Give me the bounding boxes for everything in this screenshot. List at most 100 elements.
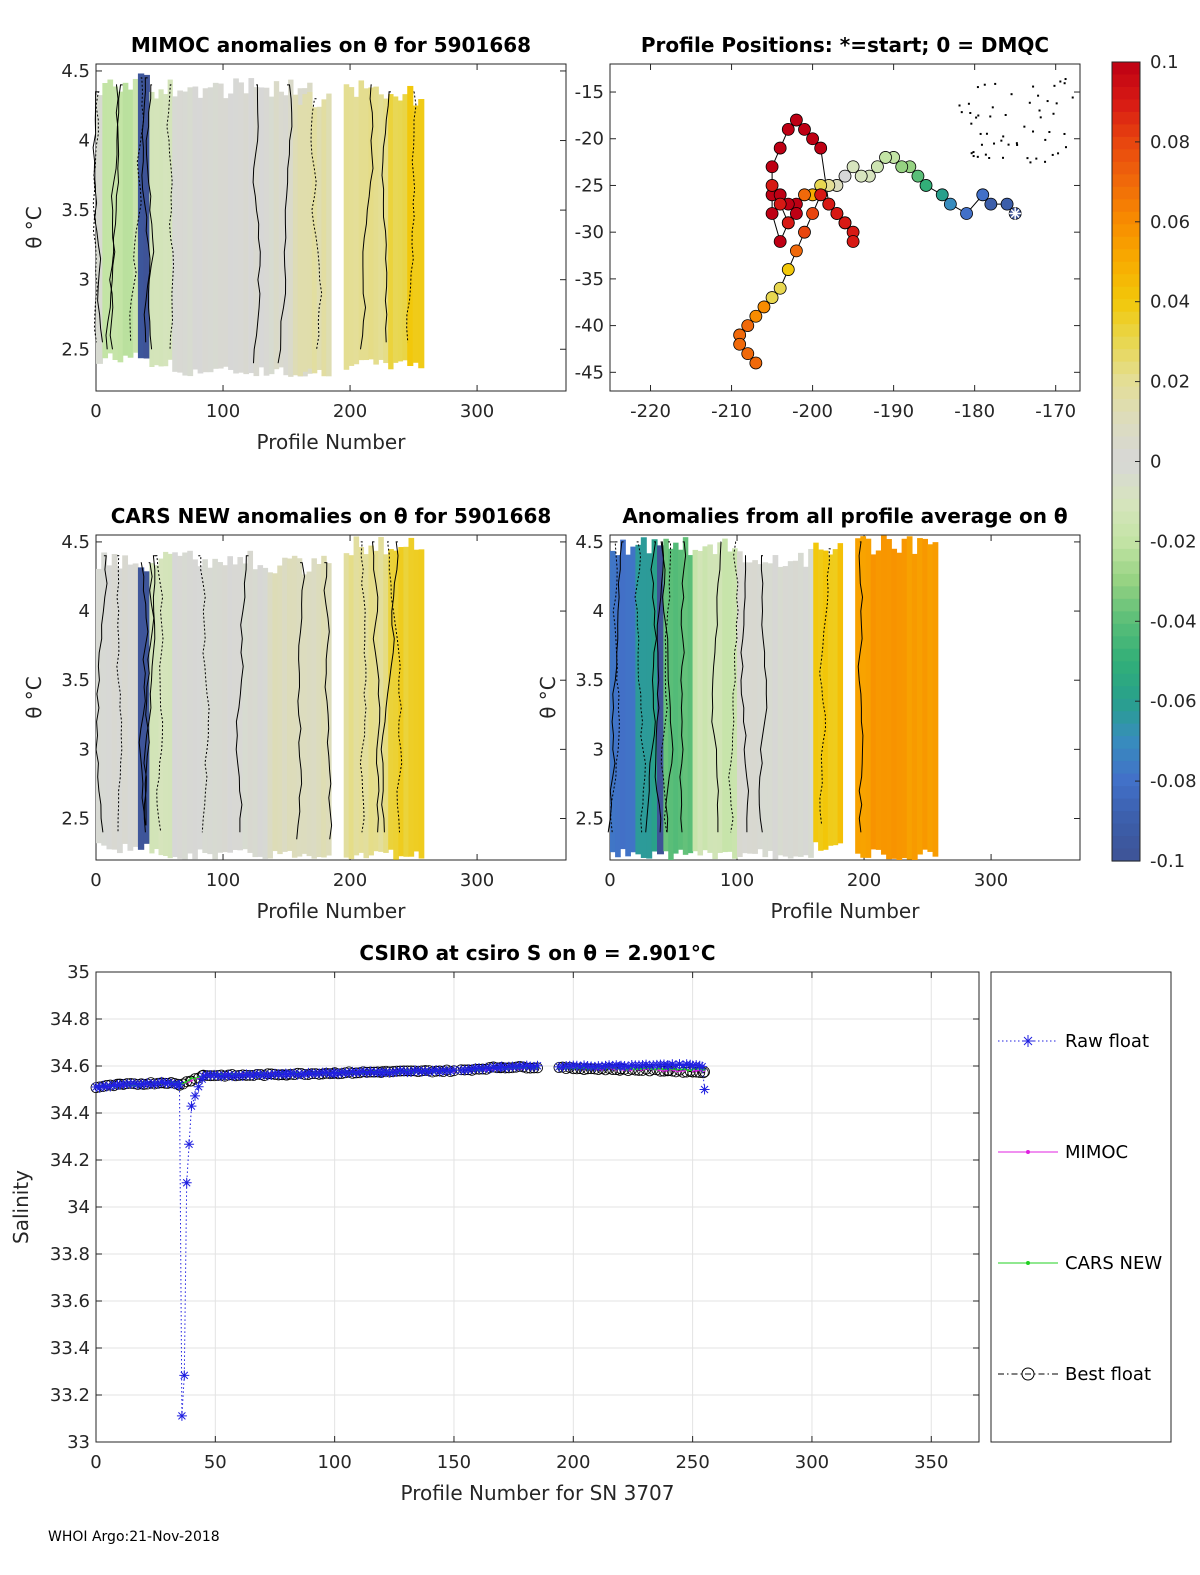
cars-band-cell [212, 558, 218, 860]
colorbar-swatch [1112, 399, 1140, 413]
profile_avg-band-cell [792, 560, 799, 857]
mimoc-band-cell [228, 93, 234, 370]
cars-band-cell [101, 552, 108, 846]
colorbar-swatch [1112, 648, 1140, 662]
profile_avg-band-cell [668, 548, 674, 860]
colorbar-swatch [1112, 311, 1140, 325]
mimoc-band-cell [212, 82, 219, 369]
salinity-ytick-label: 34.8 [50, 1009, 90, 1030]
mimoc-band-cell [158, 89, 164, 367]
colorbar-swatch [1112, 611, 1140, 625]
colorbar-swatch [1112, 748, 1140, 762]
raw-float-marker [190, 1090, 201, 1101]
colorbar-swatch [1112, 736, 1140, 750]
profile_avg-band-cell [886, 539, 892, 860]
mimoc-band-cell [192, 86, 199, 370]
raw-float-marker [663, 1060, 674, 1071]
profile_avg-band-cell [927, 544, 934, 852]
colorbar-swatch [1112, 698, 1140, 712]
raw-float-marker [604, 1060, 615, 1071]
mimoc-band-cell [311, 107, 318, 374]
raw-float-marker [691, 1060, 702, 1071]
cars-band-cell [122, 555, 129, 844]
profile-position-point [838, 169, 852, 183]
raw-float-marker [223, 1070, 234, 1081]
island-dot [958, 104, 961, 107]
cars-band-cell [267, 572, 273, 859]
cars-contour-line [143, 555, 156, 833]
raw-float-marker [343, 1068, 354, 1079]
island-dot [1048, 130, 1051, 133]
mimoc-band-cell [302, 94, 308, 372]
profile_avg-xtick-label: 0 [604, 870, 615, 891]
island-dot [1064, 78, 1067, 81]
raw-float-marker [484, 1063, 495, 1074]
profile-position-point [789, 207, 803, 220]
raw-float-marker [105, 1081, 116, 1092]
mimoc-band-cell [321, 99, 327, 377]
cars-contour-line [387, 541, 403, 833]
colorbar-swatch [1112, 286, 1140, 300]
cars-band-cell [182, 552, 188, 860]
raw-float-marker [153, 1078, 164, 1089]
mimoc-band-cell [253, 87, 260, 377]
raw-float-marker [685, 1059, 696, 1070]
raw-float-marker [398, 1066, 409, 1077]
cars-contour-line [323, 562, 333, 840]
colorbar-swatch [1112, 786, 1140, 800]
raw-float-marker [166, 1078, 177, 1089]
profile-position-point [814, 141, 828, 155]
cars-band-cell [132, 563, 139, 847]
profile_avg-band-cell [757, 564, 764, 850]
mimoc-band-cell [258, 87, 265, 368]
profile-position-point [781, 122, 795, 136]
mimoc-band-cell [117, 91, 124, 363]
colorbar-swatch [1112, 274, 1140, 288]
profile-position-point [773, 281, 787, 295]
mimoc-band-cell [132, 78, 139, 353]
colorbar-tick-label: 0.08 [1150, 132, 1190, 153]
raw-float-marker [354, 1067, 365, 1078]
mimoc-contour-line [381, 91, 391, 343]
cars-band-cell [368, 545, 374, 856]
profile-position-point [1000, 197, 1014, 211]
island-dot [976, 155, 979, 158]
mimoc-band-cell [412, 105, 419, 363]
profile_avg-band-cell [737, 551, 743, 858]
mimoc-contour-line [92, 91, 103, 343]
profile-position-point [830, 207, 844, 220]
raw-float-marker [174, 1079, 185, 1090]
cars-band-cell [187, 550, 193, 854]
profile-position-point [871, 160, 884, 174]
model-marker [184, 1080, 187, 1084]
mimoc-band-cell [202, 88, 209, 373]
mimoc-band-cell [172, 96, 178, 372]
raw-float-marker [427, 1065, 438, 1076]
island-dot [1046, 100, 1049, 103]
island-dot [983, 83, 986, 86]
profile-position-point [822, 197, 836, 211]
colorbar-swatch [1112, 249, 1140, 263]
island-dot [1000, 139, 1003, 142]
mimoc-xtick-label: 300 [460, 401, 494, 422]
profile-position-point [765, 160, 779, 174]
profile_avg-band-cell [663, 538, 669, 852]
raw-float-marker [314, 1068, 325, 1079]
cars-band-cell [326, 563, 332, 856]
raw-float-marker [596, 1061, 607, 1072]
colorbar-swatch [1112, 598, 1140, 612]
salinity-xtick-label: 350 [914, 1452, 948, 1473]
profile-position-point [765, 291, 779, 304]
profile_avg-contour-line [758, 555, 768, 833]
mimoc-band-cell [197, 97, 204, 374]
cars-band-cell [287, 558, 293, 851]
profile_avg-band-cell [707, 544, 713, 853]
island-dot [1015, 142, 1018, 145]
profile-position-point [749, 309, 763, 323]
profile_avg-band-cell [732, 548, 738, 859]
profile_avg-band-cell [808, 548, 814, 858]
cars-band-cell [373, 550, 379, 852]
cars-band-cell [227, 556, 233, 853]
island-dots [958, 78, 1074, 164]
colorbar-swatch [1112, 324, 1140, 338]
